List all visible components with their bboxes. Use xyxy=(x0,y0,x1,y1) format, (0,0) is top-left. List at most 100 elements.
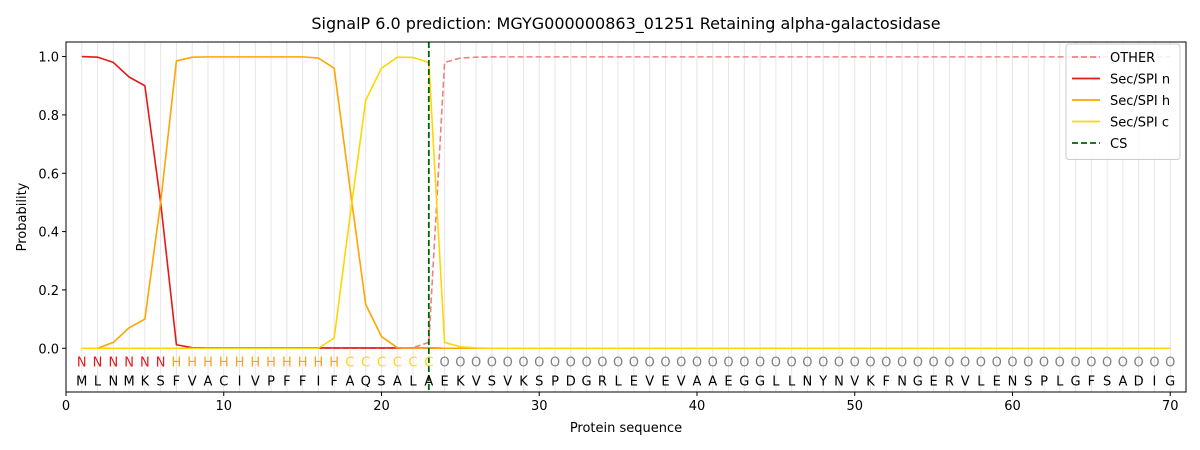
residue-letter: F xyxy=(1088,374,1095,389)
residue-letter: S xyxy=(377,374,385,389)
annotation-letter: O xyxy=(534,355,544,370)
grid-lines xyxy=(81,42,1171,392)
residue-letter: F xyxy=(173,374,180,389)
annotation-letter: H xyxy=(329,355,339,370)
annotation-letter: H xyxy=(314,355,324,370)
residue-letter: K xyxy=(519,374,528,389)
residue-letter: K xyxy=(866,374,875,389)
x-tick-label: 50 xyxy=(846,399,863,414)
annotation-letter: O xyxy=(676,355,686,370)
residue-letter: V xyxy=(961,374,970,389)
y-tick-label: 0.0 xyxy=(38,342,59,357)
residue-letter: S xyxy=(488,374,496,389)
annotation-letter: O xyxy=(787,355,797,370)
y-tick-label: 1.0 xyxy=(38,51,59,66)
annotation-letter: O xyxy=(928,355,938,370)
residue-letter: M xyxy=(123,374,134,389)
annotation-letter: O xyxy=(944,355,954,370)
series-line-3 xyxy=(81,56,1171,350)
annotation-letter: O xyxy=(1007,355,1017,370)
annotation-letter: O xyxy=(1086,355,1096,370)
residue-letter: G xyxy=(582,374,592,389)
annotation-letter: O xyxy=(881,355,891,370)
residue-letter: G xyxy=(913,374,923,389)
residue-letter: P xyxy=(551,374,559,389)
annotation-letter: O xyxy=(850,355,860,370)
annotation-letter: N xyxy=(124,355,134,370)
y-tick-label: 0.8 xyxy=(38,109,59,124)
residue-letter: E xyxy=(929,374,937,389)
annotation-letter: O xyxy=(708,355,718,370)
annotation-letter: C xyxy=(424,355,433,370)
residue-letter: Q xyxy=(361,374,371,389)
annotation-letter: O xyxy=(471,355,481,370)
annotation-letter: O xyxy=(992,355,1002,370)
x-tick-label: 20 xyxy=(373,399,390,414)
x-tick-label: 70 xyxy=(1162,399,1179,414)
residue-letter: K xyxy=(456,374,465,389)
annotation-letter: H xyxy=(172,355,182,370)
annotation-letter: O xyxy=(897,355,907,370)
annotation-letter: H xyxy=(250,355,260,370)
annotation-letter: O xyxy=(771,355,781,370)
residue-letter: E xyxy=(724,374,732,389)
residue-letter: A xyxy=(204,374,213,389)
residue-letter: F xyxy=(883,374,890,389)
y-tick-label: 0.6 xyxy=(38,167,59,182)
residue-letter: A xyxy=(708,374,717,389)
annotation-letter: O xyxy=(660,355,670,370)
series-line-1 xyxy=(81,55,1171,350)
series-lines xyxy=(81,55,1171,350)
annotation-letter: O xyxy=(566,355,576,370)
annotation-letter: O xyxy=(503,355,513,370)
residue-letter: I xyxy=(1153,374,1157,389)
annotation-letter: O xyxy=(1023,355,1033,370)
x-tick-label: 10 xyxy=(215,399,232,414)
legend-box xyxy=(1065,43,1181,160)
annotation-letter: H xyxy=(187,355,197,370)
residue-letter: L xyxy=(94,374,102,389)
annotation-letter: O xyxy=(455,355,465,370)
annotation-letter: O xyxy=(755,355,765,370)
residue-letter: D xyxy=(566,374,576,389)
residue-letter: N xyxy=(1008,374,1018,389)
residue-letter: E xyxy=(993,374,1001,389)
annotation-letter: C xyxy=(377,355,386,370)
annotation-letter: N xyxy=(156,355,166,370)
annotation-letter: O xyxy=(1165,355,1175,370)
annotation-letter: O xyxy=(581,355,591,370)
annotation-letter: O xyxy=(518,355,528,370)
residue-letter: K xyxy=(141,374,150,389)
residue-letter: Y xyxy=(818,374,827,389)
residue-letter: R xyxy=(598,374,607,389)
residue-letter: S xyxy=(1024,374,1032,389)
residue-letter: V xyxy=(472,374,481,389)
annotation-letter: C xyxy=(345,355,354,370)
annotation-letter: O xyxy=(818,355,828,370)
annotation-letter: H xyxy=(298,355,308,370)
residue-letter: F xyxy=(330,374,337,389)
annotation-letter: N xyxy=(108,355,118,370)
residue-letter: L xyxy=(772,374,780,389)
annotation-letter: C xyxy=(409,355,418,370)
legend-label: Sec/SPI n xyxy=(1110,73,1170,88)
y-axis-label: Probability xyxy=(15,182,30,251)
residue-letter: E xyxy=(630,374,638,389)
annotation-letter: O xyxy=(1149,355,1159,370)
annotation-letter: H xyxy=(266,355,276,370)
annotation-letter: O xyxy=(865,355,875,370)
residue-letter: V xyxy=(645,374,654,389)
residue-letter: A xyxy=(393,374,402,389)
residue-letter: V xyxy=(188,374,197,389)
x-axis-ticks: 0 10 20 30 40 50 60 70 xyxy=(62,392,1179,414)
residue-letter: A xyxy=(345,374,354,389)
annotation-letter: C xyxy=(361,355,370,370)
annotation-letter: O xyxy=(629,355,639,370)
series-line-2 xyxy=(81,56,1171,350)
y-axis-ticks: 0.0 0.2 0.4 0.6 0.8 1.0 xyxy=(38,51,66,357)
legend-label: CS xyxy=(1110,137,1127,152)
residue-letter: E xyxy=(661,374,669,389)
